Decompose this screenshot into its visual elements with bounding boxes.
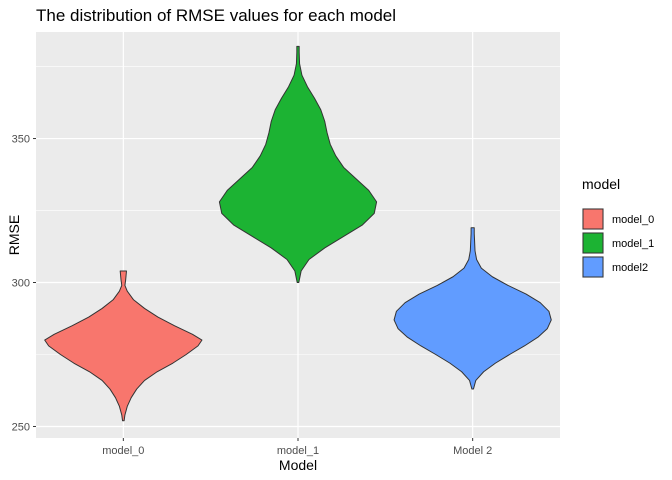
x-tick-label: model_0 <box>102 445 144 457</box>
legend-items: model_0 model_1 model2 <box>582 208 654 278</box>
x-axis-title: Model <box>279 457 317 473</box>
violins <box>44 45 552 422</box>
violin-model_1 <box>218 45 378 284</box>
y-tick-label: 250 <box>12 421 30 433</box>
legend-label: model_1 <box>612 238 654 250</box>
legend-swatch <box>582 232 604 254</box>
legend-label: model_0 <box>612 214 654 226</box>
violin-model_0 <box>44 270 203 422</box>
chart-title: The distribution of RMSE values for each… <box>36 6 396 25</box>
x-tick-label: Model 2 <box>453 445 492 457</box>
y-tick-label: 300 <box>12 278 30 290</box>
x-axis: model_0 model_1 Model 2 <box>102 438 492 457</box>
violin-model-2 <box>393 227 552 390</box>
legend-swatch <box>582 256 604 278</box>
y-tick-label: 350 <box>12 134 30 146</box>
legend-swatch <box>582 208 604 230</box>
legend-label: model2 <box>612 262 648 274</box>
y-axis-title: RMSE <box>6 215 22 255</box>
legend: model model_0 model_1 model2 <box>582 176 654 278</box>
legend-title: model <box>582 176 620 192</box>
y-axis: 250 300 350 <box>12 134 36 433</box>
x-tick-label: model_1 <box>277 445 319 457</box>
